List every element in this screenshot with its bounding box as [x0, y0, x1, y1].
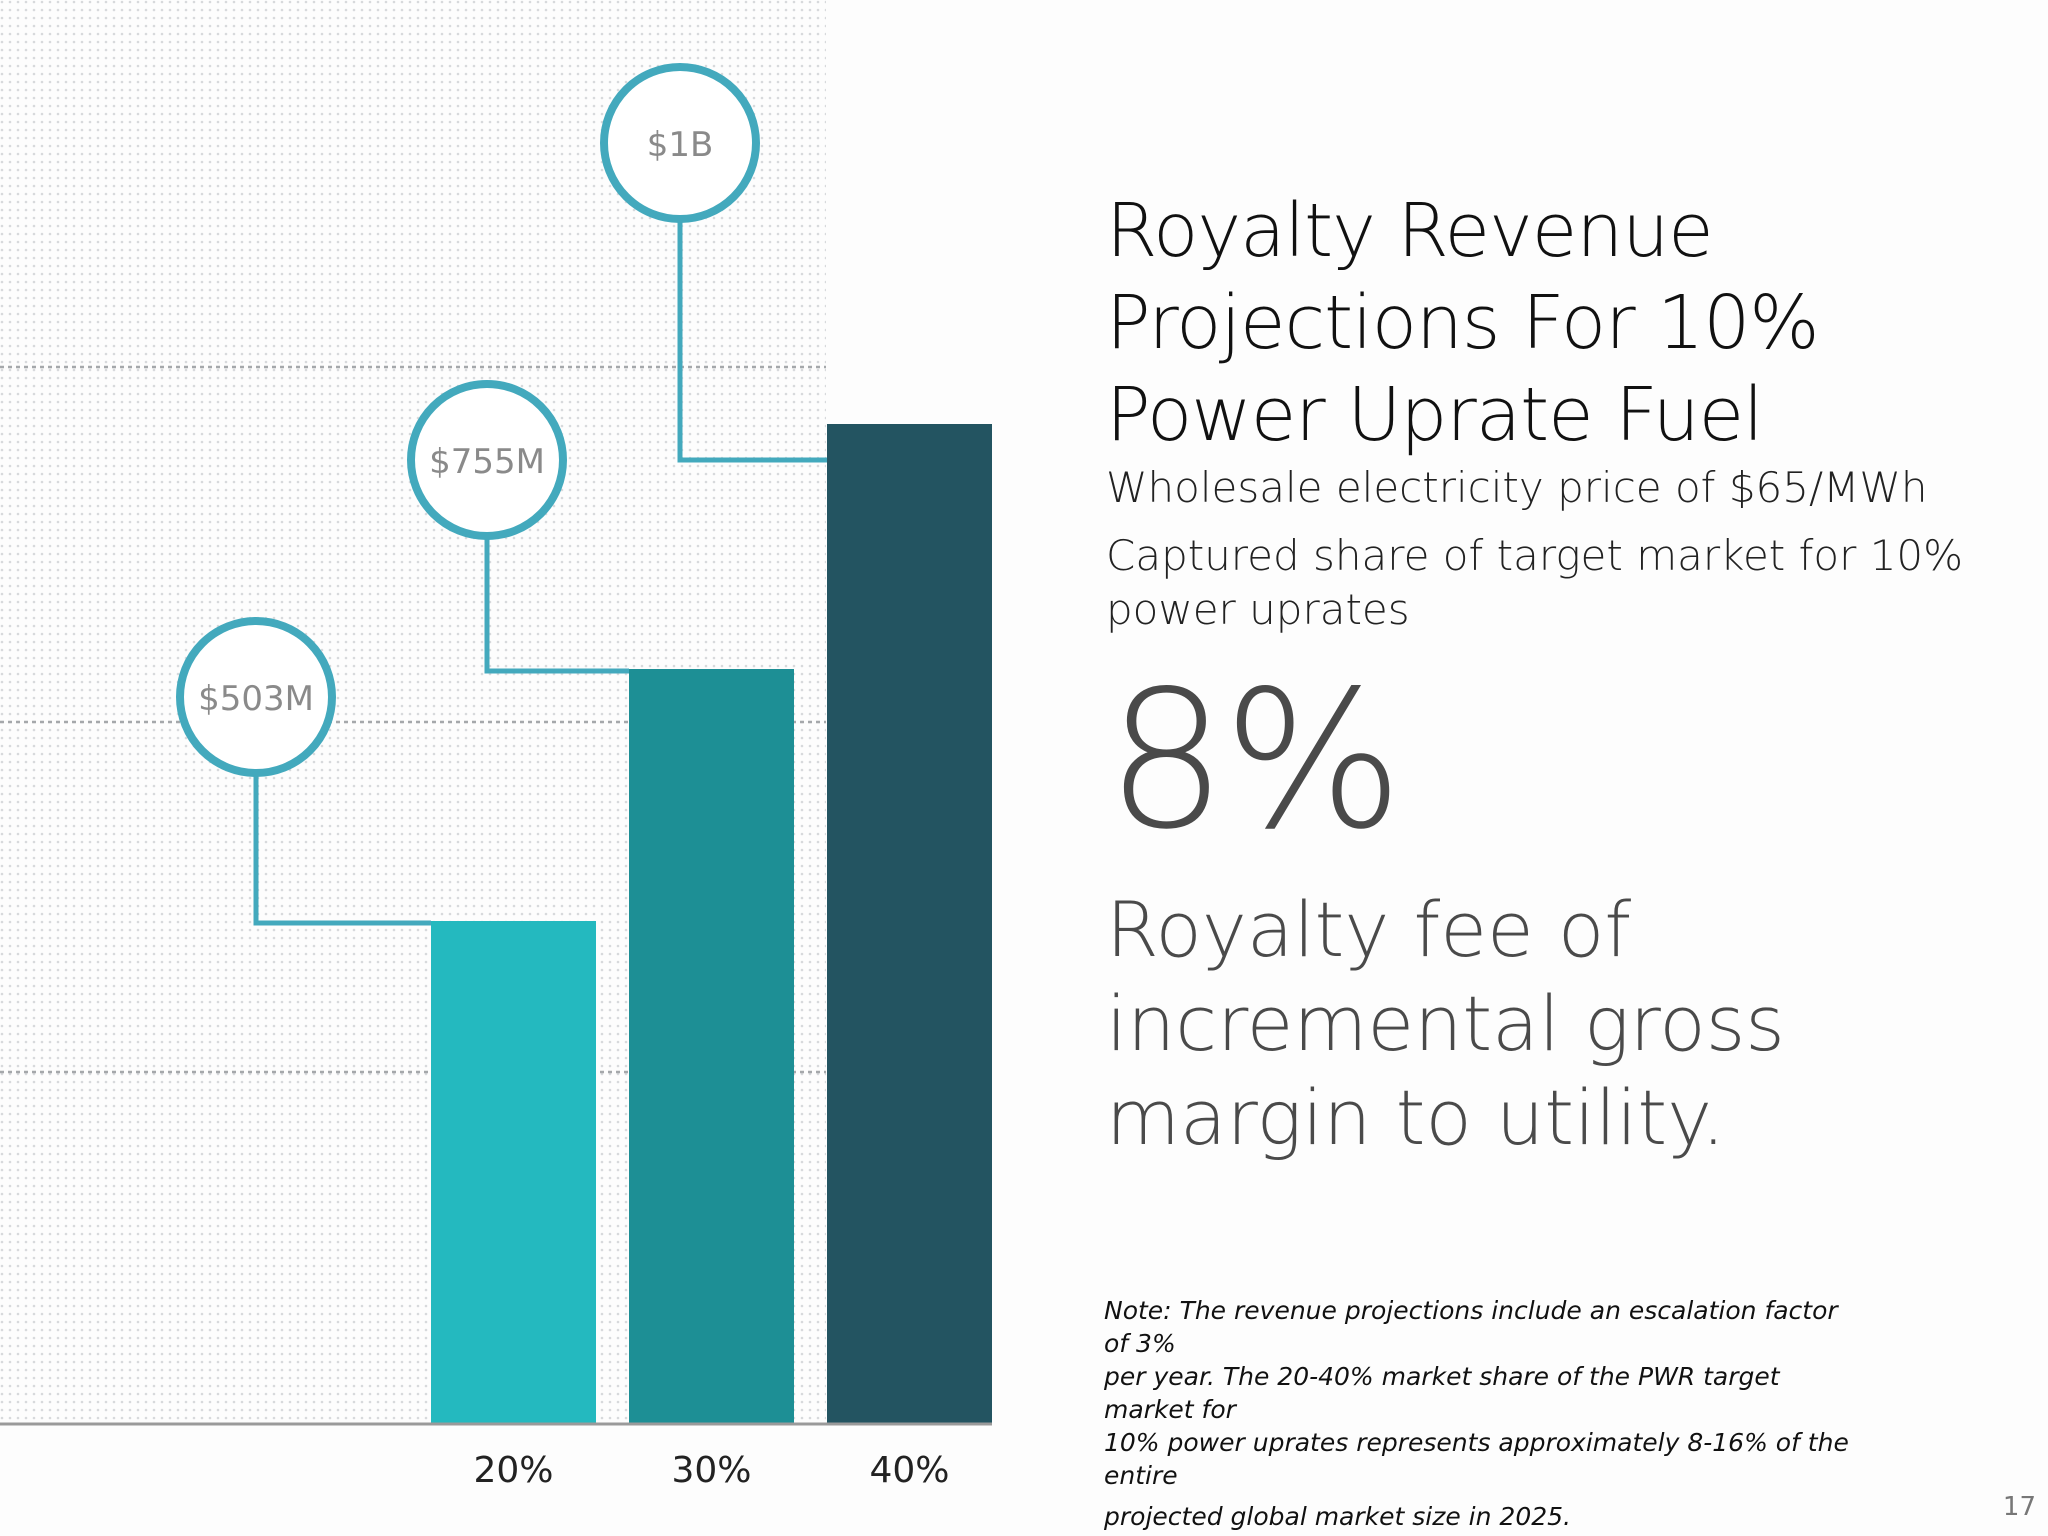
- title-line-1: Royalty Revenue: [1106, 188, 1714, 274]
- x-tick-label-1: 20%: [473, 1450, 553, 1491]
- desc-line-1: Royalty fee of: [1106, 885, 1632, 974]
- note-line-1: The revenue projections include an escal…: [1104, 1296, 1838, 1358]
- value-label-3: $1B: [647, 125, 714, 165]
- x-tick-label-2: 30%: [671, 1450, 751, 1491]
- market-share-line-2: power uprates: [1106, 585, 1410, 634]
- x-tick-label-3: 40%: [869, 1450, 949, 1491]
- royalty-percentage: 8%: [1106, 650, 1403, 871]
- bar-20pct: [431, 921, 596, 1424]
- callout-bubble-3: [600, 63, 760, 223]
- bars-group: [431, 424, 992, 1424]
- callout-connector-1: [253, 773, 431, 926]
- note-line-4: projected global market size in 2025.: [1104, 1502, 1571, 1531]
- royalty-description: Royalty fee of incremental gross margin …: [1106, 883, 2006, 1165]
- page-number: 17: [2002, 1492, 2036, 1522]
- note-line-2: per year. The 20-40% market share of the…: [1104, 1362, 1780, 1424]
- slide-title: Royalty Revenue Projections For 10% Powe…: [1106, 185, 2006, 461]
- title-line-2: Projections For 10%: [1106, 280, 1820, 366]
- bar-30pct: [629, 669, 794, 1424]
- callout-connector-2: [484, 536, 629, 674]
- value-label-2: $755M: [429, 442, 545, 482]
- bar-40pct: [827, 424, 992, 1424]
- note-line-3: 10% power uprates represents approximate…: [1104, 1428, 1849, 1490]
- callout-connector-3: [677, 219, 827, 463]
- footnote: Note: The revenue projections include an…: [1104, 1294, 1864, 1533]
- market-share-text: Captured share of target market for 10% …: [1106, 529, 2006, 637]
- desc-line-2: incremental gross: [1106, 979, 1785, 1068]
- callout-bubble-1: [176, 617, 336, 777]
- desc-line-3: margin to utility.: [1106, 1073, 1726, 1162]
- title-line-3: Power Uprate Fuel: [1106, 372, 1764, 458]
- x-tick-labels: 20% 30% 40%: [473, 1450, 949, 1491]
- info-panel: Royalty Revenue Projections For 10% Powe…: [1106, 185, 2006, 1165]
- value-label-1: $503M: [198, 679, 314, 719]
- bar-chart: $503M $755M $1B 20% 30% 40%: [0, 0, 992, 1491]
- callout-bubble-2: [407, 380, 567, 540]
- market-share-line-1: Captured share of target market for 10%: [1106, 531, 1964, 580]
- note-label: Note:: [1104, 1296, 1172, 1325]
- electricity-price-text: Wholesale electricity price of $65/MWh: [1106, 463, 1928, 512]
- callouts-group: $503M $755M $1B: [176, 63, 827, 926]
